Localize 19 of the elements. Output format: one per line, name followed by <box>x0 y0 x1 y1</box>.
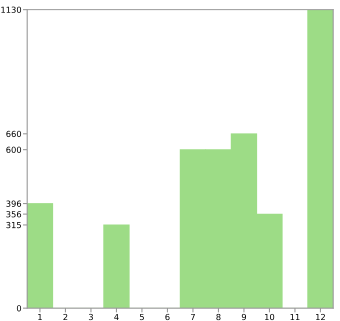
x-tick-label: 1 <box>38 314 42 320</box>
x-tick-label: 8 <box>216 314 221 320</box>
y-tick-label: 356 <box>6 211 22 218</box>
x-tick-label: 10 <box>265 314 274 320</box>
y-tick-label: 0 <box>16 305 22 312</box>
y-tick-label: 1130 <box>1 6 22 13</box>
y-tick-label: 660 <box>6 130 22 138</box>
x-tick-label: 4 <box>114 314 119 320</box>
x-tick-label: 2 <box>63 314 68 320</box>
x-tick-label: 3 <box>88 314 93 320</box>
x-tick-label: 12 <box>316 314 325 320</box>
y-tick-label: 315 <box>6 222 21 228</box>
y-tick-label: 396 <box>6 200 22 207</box>
x-tick-label: 6 <box>165 314 170 320</box>
y-tick-label: 600 <box>6 146 22 153</box>
x-tick-label: 5 <box>140 314 144 320</box>
x-tick-label: 11 <box>290 314 300 320</box>
x-tick-label: 7 <box>190 314 195 320</box>
x-tick-label: 9 <box>242 314 246 320</box>
